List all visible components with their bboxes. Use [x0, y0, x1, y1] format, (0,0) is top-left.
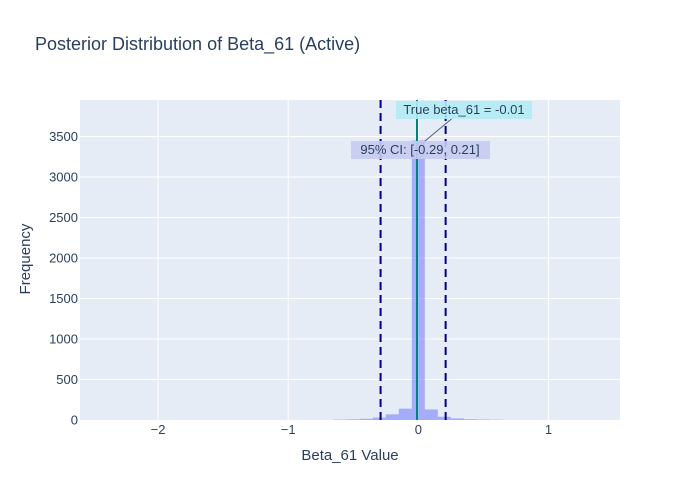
- histogram-bar: [385, 414, 399, 420]
- annotations: True beta_61 = -0.01 95% CI: [-0.29, 0.21…: [351, 101, 532, 159]
- y-axis-title: Frequency: [17, 223, 34, 294]
- true-value-label: True beta_61 = -0.01: [403, 102, 524, 117]
- y-tick-label: 0: [71, 413, 78, 428]
- histogram-bar: [463, 419, 477, 420]
- y-tick-label: 3000: [49, 169, 78, 184]
- y-tick-label: 3500: [49, 129, 78, 144]
- y-tick-label: 1500: [49, 291, 78, 306]
- plot-area: [80, 100, 620, 420]
- x-tick-label: 0: [415, 422, 422, 437]
- x-tick-label: 1: [545, 422, 552, 437]
- y-tick-label: 1000: [49, 331, 78, 346]
- y-tick-label: 500: [56, 372, 78, 387]
- ci-label-box: [351, 141, 490, 159]
- y-axis-ticks: 0 500 1000 1500 2000 2500 3000 3500: [49, 129, 78, 428]
- histogram-bar: [346, 419, 360, 420]
- histogram-bar: [424, 409, 438, 420]
- histogram-bar: [437, 416, 451, 420]
- histogram-bar: [359, 418, 373, 420]
- true-value-label-box: [396, 101, 532, 119]
- histogram-bar: [411, 140, 425, 420]
- x-axis-ticks: −2 −1 0 1: [151, 422, 552, 437]
- chart-title: Posterior Distribution of Beta_61 (Activ…: [35, 34, 360, 55]
- ci-label: 95% CI: [-0.29, 0.21]: [360, 142, 479, 157]
- x-axis-title: Beta_61 Value: [301, 447, 398, 464]
- y-tick-label: 2000: [49, 250, 78, 265]
- histogram-bar: [398, 408, 412, 420]
- y-tick-label: 2500: [49, 210, 78, 225]
- histogram-bar: [450, 418, 464, 420]
- histogram-bars: [333, 140, 503, 420]
- x-tick-label: −2: [151, 422, 166, 437]
- x-tick-label: −1: [281, 422, 296, 437]
- histogram-bar: [372, 417, 386, 420]
